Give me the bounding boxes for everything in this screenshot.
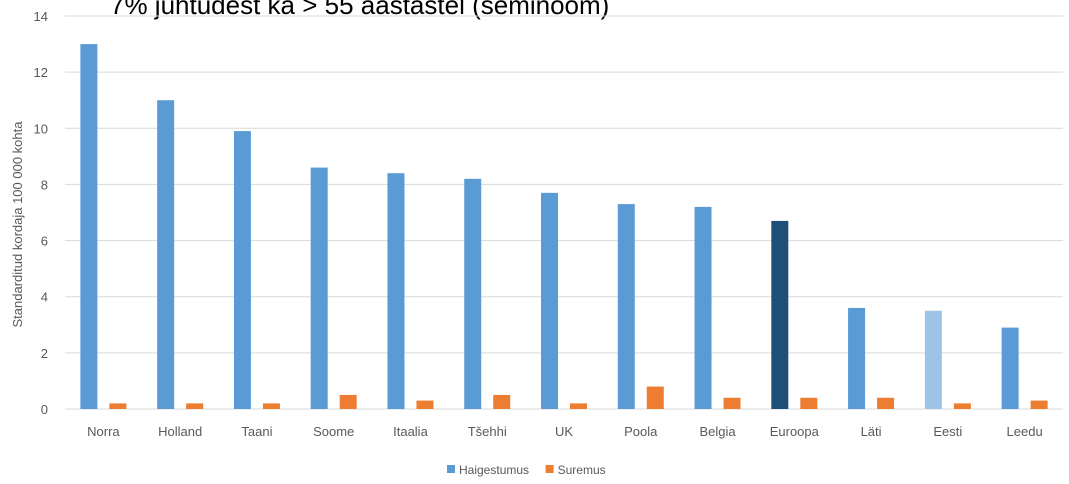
x-tick-label: Läti bbox=[861, 424, 882, 439]
bar-suremus-9 bbox=[800, 397, 818, 409]
legend-label-1: Suremus bbox=[558, 463, 606, 477]
bar-haigestumus-7 bbox=[617, 204, 635, 409]
y-tick-label: 14 bbox=[34, 9, 48, 24]
bar-suremus-7 bbox=[646, 386, 664, 409]
x-tick-label: Eesti bbox=[933, 424, 962, 439]
y-tick-label: 12 bbox=[34, 65, 48, 80]
bar-haigestumus-2 bbox=[233, 131, 251, 410]
y-tick-label: 0 bbox=[41, 402, 48, 417]
x-tick-label: Soome bbox=[313, 424, 354, 439]
bar-suremus-3 bbox=[339, 394, 357, 409]
bar-haigestumus-6 bbox=[541, 192, 558, 409]
bar-suremus-11 bbox=[953, 403, 971, 409]
legend-label-0: Haigestumus bbox=[459, 463, 529, 477]
x-tick-label: Itaalia bbox=[393, 424, 428, 439]
bar-haigestumus-3 bbox=[310, 167, 328, 409]
bar-haigestumus-10 bbox=[848, 307, 866, 409]
bar-haigestumus-11 bbox=[924, 310, 942, 409]
bar-suremus-12 bbox=[1030, 400, 1048, 409]
bar-suremus-4 bbox=[416, 400, 434, 409]
x-tick-label: UK bbox=[555, 424, 573, 439]
x-tick-label: Poola bbox=[624, 424, 658, 439]
bar-haigestumus-12 bbox=[1001, 327, 1019, 409]
bar-haigestumus-0 bbox=[80, 44, 98, 409]
x-tick-label: Holland bbox=[158, 424, 202, 439]
bar-haigestumus-8 bbox=[694, 206, 712, 409]
bar-haigestumus-1 bbox=[157, 100, 175, 409]
y-tick-label: 8 bbox=[41, 177, 48, 192]
bar-suremus-2 bbox=[262, 403, 280, 409]
bar-suremus-10 bbox=[877, 397, 895, 409]
bar-suremus-1 bbox=[186, 403, 204, 409]
bar-suremus-0 bbox=[109, 403, 127, 409]
legend-swatch-1 bbox=[545, 465, 554, 473]
y-tick-label: 10 bbox=[34, 121, 48, 136]
bar-haigestumus-5 bbox=[464, 178, 482, 409]
bar-haigestumus-9 bbox=[771, 220, 789, 409]
bar-suremus-6 bbox=[570, 403, 587, 409]
y-tick-label: 2 bbox=[41, 346, 48, 361]
x-tick-label: Euroopa bbox=[770, 424, 820, 439]
x-tick-label: Taani bbox=[241, 424, 272, 439]
x-tick-label: Leedu bbox=[1007, 424, 1043, 439]
x-tick-label: Norra bbox=[87, 424, 120, 439]
y-tick-label: 4 bbox=[41, 290, 48, 305]
legend-swatch-0 bbox=[447, 465, 455, 473]
x-tick-label: Tšehhi bbox=[468, 424, 507, 439]
bar-suremus-8 bbox=[723, 397, 741, 409]
y-axis-label: Standarditud kordaja 100 000 kohta bbox=[10, 121, 25, 328]
bar-haigestumus-4 bbox=[387, 173, 405, 409]
y-tick-label: 6 bbox=[41, 234, 48, 249]
chart-title: 7% juhtudest ka > 55 aastastel (seminoom… bbox=[110, 0, 610, 20]
bar-suremus-5 bbox=[493, 394, 511, 409]
x-tick-label: Belgia bbox=[699, 424, 736, 439]
